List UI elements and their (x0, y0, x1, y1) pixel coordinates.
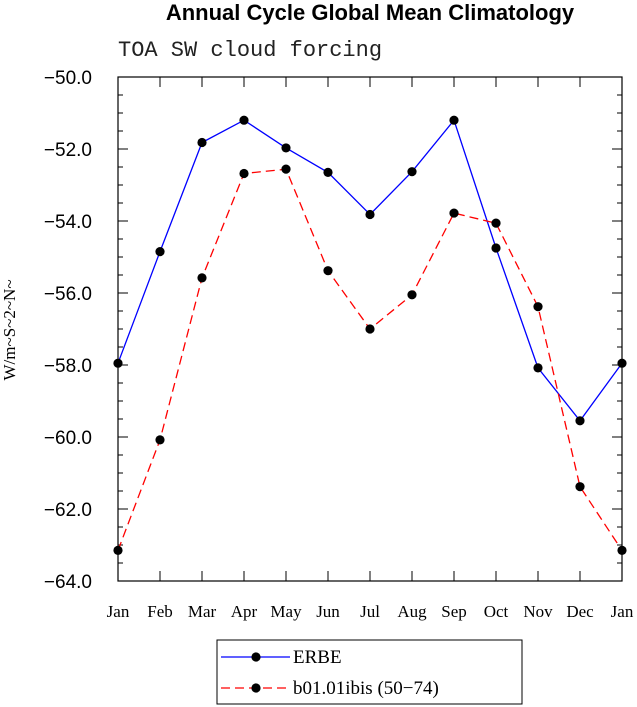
x-tick-label: May (270, 602, 302, 621)
data-series (113, 115, 627, 556)
y-tick-label: −52.0 (44, 140, 92, 161)
x-tick-label: Sep (441, 602, 467, 621)
legend-entry-label: b01.01ibis (50−74) (293, 678, 439, 699)
data-point-marker (281, 164, 291, 174)
x-tick-label: Feb (147, 602, 173, 621)
x-tick-labels: Jan Feb Mar Apr May Jun Jul Aug Sep Oct Nov Dec Jan (107, 602, 634, 621)
data-point-marker (239, 168, 249, 179)
data-point-marker (239, 115, 249, 125)
series-erbe (113, 115, 627, 426)
data-point-marker (155, 435, 165, 445)
y-tick-labels: −50.0 −52.0 −54.0 −56.0 −58.0 −60.0 −62.0 −64.0 (44, 68, 92, 593)
data-point-marker (533, 363, 543, 373)
data-point-marker (449, 208, 459, 218)
y-tick-label: −62.0 (44, 500, 92, 521)
data-point-marker (197, 273, 207, 283)
x-tick-label: Jul (360, 602, 380, 621)
x-tick-label: Aug (397, 602, 427, 621)
legend-entry-label: ERBE (293, 647, 342, 668)
data-point-marker (617, 358, 627, 368)
x-tick-label: Dec (566, 602, 594, 621)
x-tick-label: Jun (316, 602, 340, 621)
data-point-marker (197, 137, 207, 148)
data-point-marker (617, 545, 627, 556)
y-tick-label: −50.0 (44, 68, 92, 89)
data-point-marker (407, 290, 417, 300)
y-tick-label: −54.0 (44, 212, 92, 233)
x-tick-label: Oct (484, 602, 509, 621)
series-line (117, 118, 623, 422)
y-tick-label: −56.0 (44, 284, 92, 305)
y-tick-label: −64.0 (44, 572, 92, 593)
y-tick-label: −58.0 (44, 356, 92, 377)
data-point-marker (365, 324, 375, 334)
data-point-marker (491, 243, 501, 253)
legend-box (216, 639, 523, 705)
data-point-marker (407, 167, 417, 177)
data-point-marker (323, 167, 333, 177)
legend-marker (251, 683, 261, 693)
data-point-marker (575, 482, 585, 492)
data-point-marker (113, 358, 123, 368)
legend-marker (251, 652, 261, 662)
y-axis-label: W/m~S~2~N~ (0, 279, 19, 380)
data-point-marker (113, 545, 123, 556)
data-point-marker (575, 416, 585, 426)
axis-ticks (117, 76, 623, 582)
x-tick-label: Jan (611, 602, 634, 621)
data-point-marker (449, 115, 459, 125)
data-point-marker (281, 143, 291, 153)
x-tick-label: Apr (231, 602, 258, 621)
x-tick-label: Mar (188, 602, 217, 621)
chart-title: Annual Cycle Global Mean Climatology (166, 0, 575, 25)
data-point-marker (533, 302, 543, 312)
x-tick-label: Jan (107, 602, 130, 621)
series-line (117, 168, 623, 551)
series-model (113, 164, 627, 556)
data-point-marker (365, 209, 375, 220)
chart-subtitle: TOA SW cloud forcing (118, 38, 382, 63)
data-point-marker (323, 266, 333, 276)
y-tick-label: −60.0 (44, 428, 92, 449)
data-point-marker (491, 218, 501, 228)
data-point-marker (155, 247, 165, 257)
legend: ERBE b01.01ibis (50−74) (221, 647, 439, 699)
x-tick-label: Nov (523, 602, 553, 621)
